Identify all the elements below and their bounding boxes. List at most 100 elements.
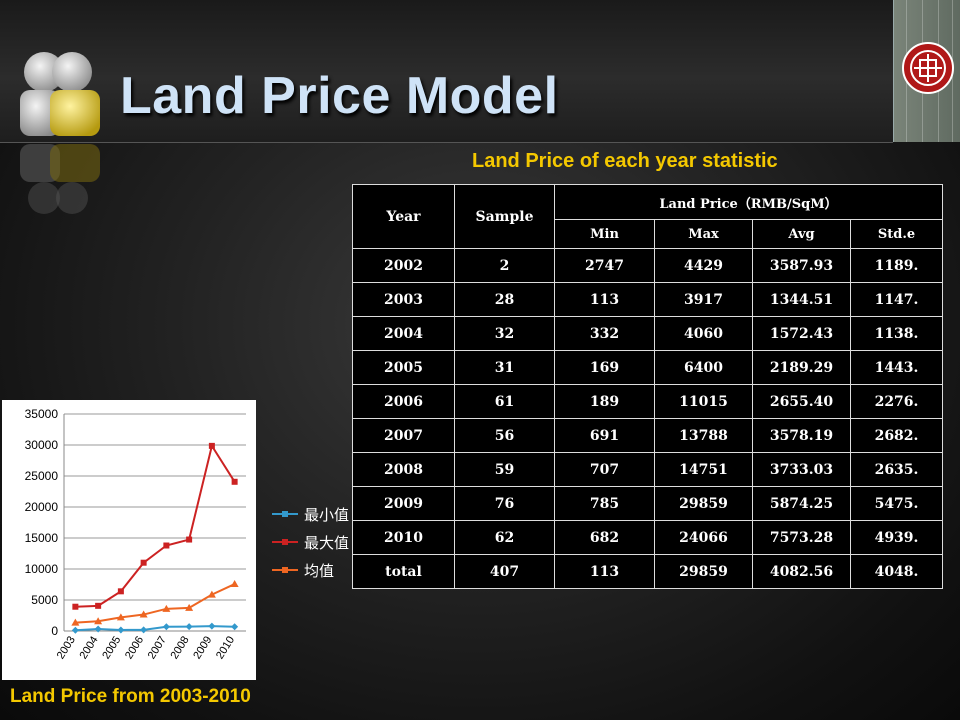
- table-row: 2006 61 189 11015 2655.40 2276.: [352, 384, 943, 419]
- data-point: [162, 604, 171, 612]
- data-point: [95, 602, 102, 609]
- data-point: [231, 478, 238, 485]
- table-cell: 7573.28: [752, 520, 851, 555]
- table-row: 2005 31 169 6400 2189.29 1443.: [352, 350, 943, 385]
- table-row: total 407 113 29859 4082.56 4048.: [352, 554, 943, 589]
- table-cell: 2008: [352, 452, 455, 487]
- y-tick-label: 15000: [25, 531, 59, 545]
- data-point: [162, 623, 170, 631]
- table-cell: 2276.: [850, 384, 943, 419]
- data-point: [71, 626, 79, 634]
- table-cell: 29859: [654, 486, 753, 521]
- x-tick-label: 2010: [214, 634, 237, 661]
- header-min: Min: [554, 219, 655, 249]
- table-cell: 3578.19: [752, 418, 851, 453]
- table-cell: 2009: [352, 486, 455, 521]
- table-cell: 113: [554, 554, 655, 589]
- header-std: Std.e: [850, 219, 943, 249]
- data-point: [117, 626, 125, 634]
- table-row: 2003 28 113 3917 1344.51 1147.: [352, 282, 943, 317]
- data-point: [185, 623, 193, 631]
- table-cell: 32: [454, 316, 555, 351]
- table-cell: 4060: [654, 316, 753, 351]
- x-tick-label: 2004: [78, 634, 101, 661]
- table-row: 2008 59 707 14751 3733.03 2635.: [352, 452, 943, 487]
- table-cell: 2189.29: [752, 350, 851, 385]
- header-land-price: Land Price（RMB/SqM）: [554, 184, 943, 220]
- table-cell: 407: [454, 554, 555, 589]
- table-cell: 113: [554, 282, 655, 317]
- data-point: [94, 625, 102, 633]
- x-tick-label: 2006: [123, 634, 146, 661]
- data-point: [140, 559, 147, 566]
- y-tick-label: 0: [51, 624, 58, 638]
- data-point: [185, 603, 194, 611]
- table-cell: 682: [554, 520, 655, 555]
- data-point: [186, 536, 193, 543]
- table-row: 2010 62 682 24066 7573.28 4939.: [352, 520, 943, 555]
- chart-caption: Land Price from 2003-2010: [10, 686, 251, 707]
- legend-label: 最大值: [304, 534, 350, 552]
- table-cell: 785: [554, 486, 655, 521]
- table-cell: 1189.: [850, 248, 943, 283]
- table-cell: 3733.03: [752, 452, 851, 487]
- land-price-table: Year Sample Land Price（RMB/SqM） Min Max …: [352, 184, 943, 589]
- data-point: [163, 542, 170, 549]
- data-point: [116, 613, 125, 621]
- x-tick-label: 2003: [55, 634, 78, 661]
- data-point: [230, 580, 239, 588]
- data-point: [72, 603, 79, 610]
- table-cell: 56: [454, 418, 555, 453]
- table-row: 2007 56 691 13788 3578.19 2682.: [352, 418, 943, 453]
- table-cell: 2005: [352, 350, 455, 385]
- legend-label: 最小值: [304, 506, 350, 524]
- table-cell: 4082.56: [752, 554, 851, 589]
- table-cell: 332: [554, 316, 655, 351]
- table-cell: 6400: [654, 350, 753, 385]
- table-cell: 2007: [352, 418, 455, 453]
- table-cell: 2004: [352, 316, 455, 351]
- table-cell: 189: [554, 384, 655, 419]
- table-cell: 2002: [352, 248, 455, 283]
- y-tick-label: 35000: [25, 407, 59, 421]
- table-cell: 1572.43: [752, 316, 851, 351]
- table-cell: 14751: [654, 452, 753, 487]
- table-cell: 62: [454, 520, 555, 555]
- series-line: [75, 583, 236, 624]
- title-bar: [0, 0, 893, 143]
- x-tick-label: 2008: [169, 634, 192, 661]
- legend-swatch-icon: [272, 511, 298, 517]
- data-point: [140, 626, 148, 634]
- table-cell: 5874.25: [752, 486, 851, 521]
- table-cell: 707: [554, 452, 655, 487]
- table-cell: 2655.40: [752, 384, 851, 419]
- table-cell: 28: [454, 282, 555, 317]
- header-sample: Sample: [454, 184, 555, 249]
- x-tick-label: 2009: [191, 634, 214, 661]
- table-body: 2002 2 2747 4429 3587.93 1189. 2003 28 113 3917 13…: [352, 248, 943, 589]
- legend-swatch-icon: [272, 567, 298, 573]
- table-row: 2002 2 2747 4429 3587.93 1189.: [352, 248, 943, 283]
- y-tick-label: 5000: [31, 593, 58, 607]
- legend-item: 均值: [270, 556, 349, 584]
- y-tick-label: 20000: [25, 500, 59, 514]
- chart-legend: 最小值 最大值 均值: [270, 500, 349, 584]
- legend-swatch-icon: [272, 539, 298, 545]
- legend-label: 均值: [304, 562, 335, 580]
- y-tick-label: 30000: [25, 438, 59, 452]
- table-cell: 1147.: [850, 282, 943, 317]
- table-cell: 11015: [654, 384, 753, 419]
- data-point: [94, 617, 103, 625]
- data-point: [231, 623, 239, 631]
- y-tick-label: 10000: [25, 562, 59, 576]
- x-tick-label: 2007: [146, 634, 169, 661]
- header-max: Max: [654, 219, 753, 249]
- table-row: 2009 76 785 29859 5874.25 5475.: [352, 486, 943, 521]
- logo-panel: [893, 0, 960, 142]
- legend-item: 最小值: [270, 500, 349, 528]
- chart-area: 0 5000 10000 15000 20000 25000 30000 35000 2003 2…: [2, 400, 256, 680]
- series-line: [75, 625, 235, 632]
- data-point: [208, 442, 215, 449]
- table-cell: 691: [554, 418, 655, 453]
